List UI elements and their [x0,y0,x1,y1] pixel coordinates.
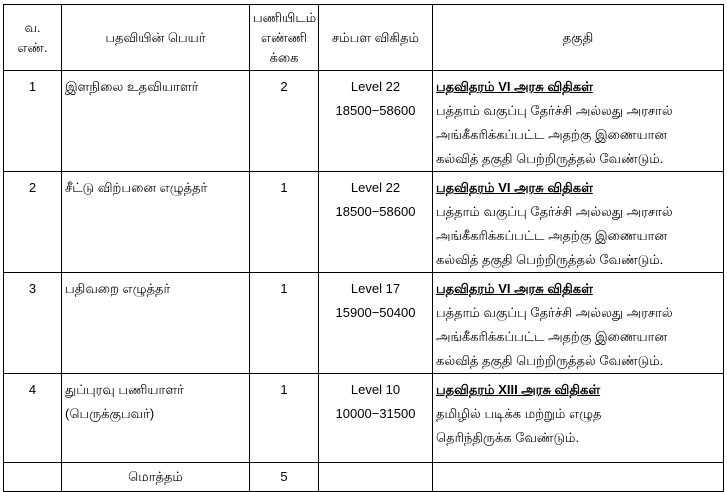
header-serial-line: எண். [17,39,48,55]
qualification: பதவிதரம் VI அரசு விதிகள் பத்தாம் வகுப்பு … [432,272,724,374]
table-row: 4 துப்புரவு பணியாளர் (பெருக்குபவர்) 1 Level … [3,373,724,463]
total-value: 5 [249,462,319,492]
post-count: 1 [249,171,319,273]
pay-scale: Level 22 18500−58600 [318,171,433,273]
post-name-line: இளநிலை உதவியாளர் [65,79,199,94]
qualification-line: பத்தாம் வகுப்பு தேர்ச்சி அல்லது அரசால் [436,103,673,118]
pay-level: Level 22 [350,79,401,94]
table-row: 2 சீட்டு விற்பனை எழுத்தர் 1 Level 22 18500−5… [3,171,724,273]
pay-range: 18500−58600 [335,103,416,118]
post-name: பதிவறை எழுத்தர் [61,272,250,374]
post-name-line: துப்புரவு பணியாளர் [65,382,184,397]
service-rule: பதவிதரம் XIII அரசு விதிகள் [436,382,601,397]
total-label: மொத்தம் [61,462,250,492]
table-row: 1 இளநிலை உதவியாளர் 2 Level 22 18500−58600 பதவ… [3,70,724,172]
header-count-line: பணியிடம் [253,9,317,25]
header-row: வ. எண். பதவியின் பெயர் பணியிடம் எண்ணி க்கை … [3,4,724,71]
qualification-line: அங்கீகரிக்கப்பட்ட அதற்கு இணையான [436,329,667,344]
post-count: 1 [249,272,319,374]
pay-scale: Level 10 10000−31500 [318,373,433,463]
qualification-line: தமிழில் படிக்க மற்றும் எழுத [436,406,602,421]
qualification-line: தெரிந்திருக்க வேண்டும். [436,430,580,445]
header-count-line: க்கை [269,49,299,65]
header-serial-line: வ. [24,19,41,35]
qualification-line: பத்தாம் வகுப்பு தேர்ச்சி அல்லது அரசால் [436,305,673,320]
pay-range: 10000−31500 [335,406,416,421]
service-rule: பதவிதரம் VI அரசு விதிகள் [436,281,593,296]
total-empty [318,462,433,492]
qualification: பதவிதரம் XIII அரசு விதிகள் தமிழில் படிக்க… [432,373,724,463]
posts-table: வ. எண். பதவியின் பெயர் பணியிடம் எண்ணி க்கை … [3,4,724,492]
post-name: சீட்டு விற்பனை எழுத்தர் [61,171,250,273]
total-empty [3,462,62,492]
header-qualification: தகுதி [432,4,724,71]
pay-level: Level 10 [350,382,401,397]
pay-scale: Level 22 18500−58600 [318,70,433,172]
pay-level: Level 22 [350,180,401,195]
qualification-line: கல்வித் தகுதி பெற்றிருத்தல் வேண்டும். [436,353,664,368]
pay-level: Level 17 [350,281,401,296]
post-count: 2 [249,70,319,172]
qualification: பதவிதரம் VI அரசு விதிகள் பத்தாம் வகுப்பு … [432,70,724,172]
table-row: 3 பதிவறை எழுத்தர் 1 Level 17 15900−50400 பதவி… [3,272,724,374]
post-name-line: சீட்டு விற்பனை எழுத்தர் [65,180,208,195]
qualification-line: அங்கீகரிக்கப்பட்ட அதற்கு இணையான [436,127,667,142]
pay-scale: Level 17 15900−50400 [318,272,433,374]
header-count-line: எண்ணி [260,29,308,45]
serial-no: 4 [3,373,62,463]
qualification-line: அங்கீகரிக்கப்பட்ட அதற்கு இணையான [436,228,667,243]
header-post: பதவியின் பெயர் [61,4,250,71]
qualification: பதவிதரம் VI அரசு விதிகள் பத்தாம் வகுப்பு … [432,171,724,273]
serial-no: 1 [3,70,62,172]
service-rule: பதவிதரம் VI அரசு விதிகள் [436,180,593,195]
header-pay: சம்பள விகிதம் [318,4,433,71]
service-rule: பதவிதரம் VI அரசு விதிகள் [436,79,593,94]
post-name: துப்புரவு பணியாளர் (பெருக்குபவர்) [61,373,250,463]
header-count: பணியிடம் எண்ணி க்கை [249,4,319,71]
total-row: மொத்தம் 5 [3,462,724,492]
serial-no: 3 [3,272,62,374]
pay-range: 18500−58600 [335,204,416,219]
serial-no: 2 [3,171,62,273]
post-name-line: பதிவறை எழுத்தர் [65,281,171,296]
qualification-line: கல்வித் தகுதி பெற்றிருத்தல் வேண்டும். [436,151,664,166]
qualification-line: கல்வித் தகுதி பெற்றிருத்தல் வேண்டும். [436,252,664,267]
post-name-line: (பெருக்குபவர்) [65,406,155,421]
pay-range: 15900−50400 [335,305,416,320]
post-name: இளநிலை உதவியாளர் [61,70,250,172]
total-empty [432,462,724,492]
header-serial: வ. எண். [3,4,62,71]
post-count: 1 [249,373,319,463]
qualification-line: பத்தாம் வகுப்பு தேர்ச்சி அல்லது அரசால் [436,204,673,219]
